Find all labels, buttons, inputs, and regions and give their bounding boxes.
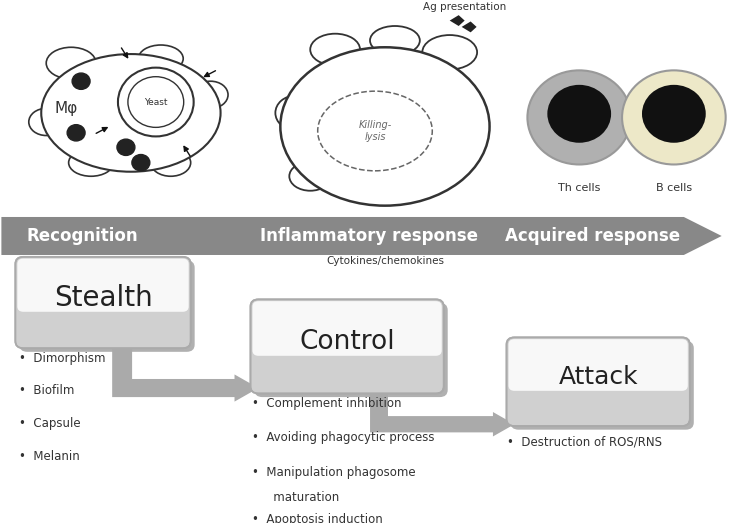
Text: Attack: Attack bbox=[558, 365, 638, 389]
Text: •  Biofilm: • Biofilm bbox=[19, 384, 75, 397]
Text: Yeast: Yeast bbox=[144, 97, 168, 107]
FancyBboxPatch shape bbox=[507, 337, 690, 426]
Ellipse shape bbox=[46, 47, 96, 79]
Text: •  Destruction of ROS/RNS: • Destruction of ROS/RNS bbox=[507, 435, 663, 448]
FancyBboxPatch shape bbox=[250, 299, 444, 393]
Text: Killing-
lysis: Killing- lysis bbox=[358, 120, 392, 142]
Circle shape bbox=[72, 73, 90, 89]
Text: •  Melanin: • Melanin bbox=[19, 450, 80, 462]
FancyBboxPatch shape bbox=[19, 260, 195, 352]
Text: Mφ: Mφ bbox=[54, 101, 78, 116]
Polygon shape bbox=[370, 386, 514, 437]
Circle shape bbox=[528, 71, 631, 164]
Ellipse shape bbox=[318, 91, 432, 171]
Circle shape bbox=[622, 71, 726, 164]
Text: B cells: B cells bbox=[656, 183, 692, 192]
Text: Ag presentation: Ag presentation bbox=[423, 2, 506, 12]
FancyBboxPatch shape bbox=[510, 341, 694, 430]
Ellipse shape bbox=[311, 33, 360, 65]
FancyBboxPatch shape bbox=[254, 303, 448, 397]
Circle shape bbox=[548, 85, 611, 143]
Text: •  Capsule: • Capsule bbox=[19, 417, 81, 430]
Text: Recognition: Recognition bbox=[26, 227, 138, 245]
Text: Acquired response: Acquired response bbox=[504, 227, 680, 245]
Ellipse shape bbox=[280, 47, 490, 206]
Text: •  Manipulation phagosome: • Manipulation phagosome bbox=[253, 466, 416, 479]
Polygon shape bbox=[461, 21, 476, 32]
FancyBboxPatch shape bbox=[17, 258, 189, 312]
FancyBboxPatch shape bbox=[16, 257, 191, 348]
Text: Inflammatory response: Inflammatory response bbox=[260, 227, 478, 245]
Text: Control: Control bbox=[299, 329, 395, 355]
Ellipse shape bbox=[422, 35, 477, 70]
Circle shape bbox=[132, 154, 150, 171]
Text: •  Apoptosis induction: • Apoptosis induction bbox=[253, 513, 383, 523]
Ellipse shape bbox=[193, 81, 228, 108]
Ellipse shape bbox=[68, 149, 114, 176]
Polygon shape bbox=[112, 341, 259, 402]
Ellipse shape bbox=[42, 54, 221, 172]
Circle shape bbox=[118, 67, 194, 137]
Text: Cytokines/chemokines: Cytokines/chemokines bbox=[326, 256, 444, 266]
Text: Th cells: Th cells bbox=[558, 183, 600, 192]
Circle shape bbox=[128, 77, 184, 128]
Ellipse shape bbox=[276, 96, 315, 130]
FancyBboxPatch shape bbox=[253, 301, 442, 356]
Polygon shape bbox=[450, 15, 464, 26]
Circle shape bbox=[67, 124, 85, 141]
FancyBboxPatch shape bbox=[508, 339, 688, 391]
Ellipse shape bbox=[372, 223, 398, 238]
Text: •  Avoiding phagocytic process: • Avoiding phagocytic process bbox=[253, 431, 435, 445]
Ellipse shape bbox=[289, 162, 331, 191]
Text: maturation: maturation bbox=[262, 491, 340, 504]
Polygon shape bbox=[1, 217, 721, 255]
Ellipse shape bbox=[403, 223, 430, 238]
Ellipse shape bbox=[151, 149, 191, 176]
Ellipse shape bbox=[370, 26, 420, 55]
Ellipse shape bbox=[138, 45, 184, 72]
Circle shape bbox=[642, 85, 706, 143]
Ellipse shape bbox=[340, 223, 366, 238]
Text: Stealth: Stealth bbox=[53, 284, 152, 312]
Ellipse shape bbox=[29, 108, 64, 135]
Text: •  Complement inhibition: • Complement inhibition bbox=[253, 397, 402, 410]
Text: •  Dimorphism: • Dimorphism bbox=[19, 352, 106, 365]
Circle shape bbox=[117, 139, 135, 155]
